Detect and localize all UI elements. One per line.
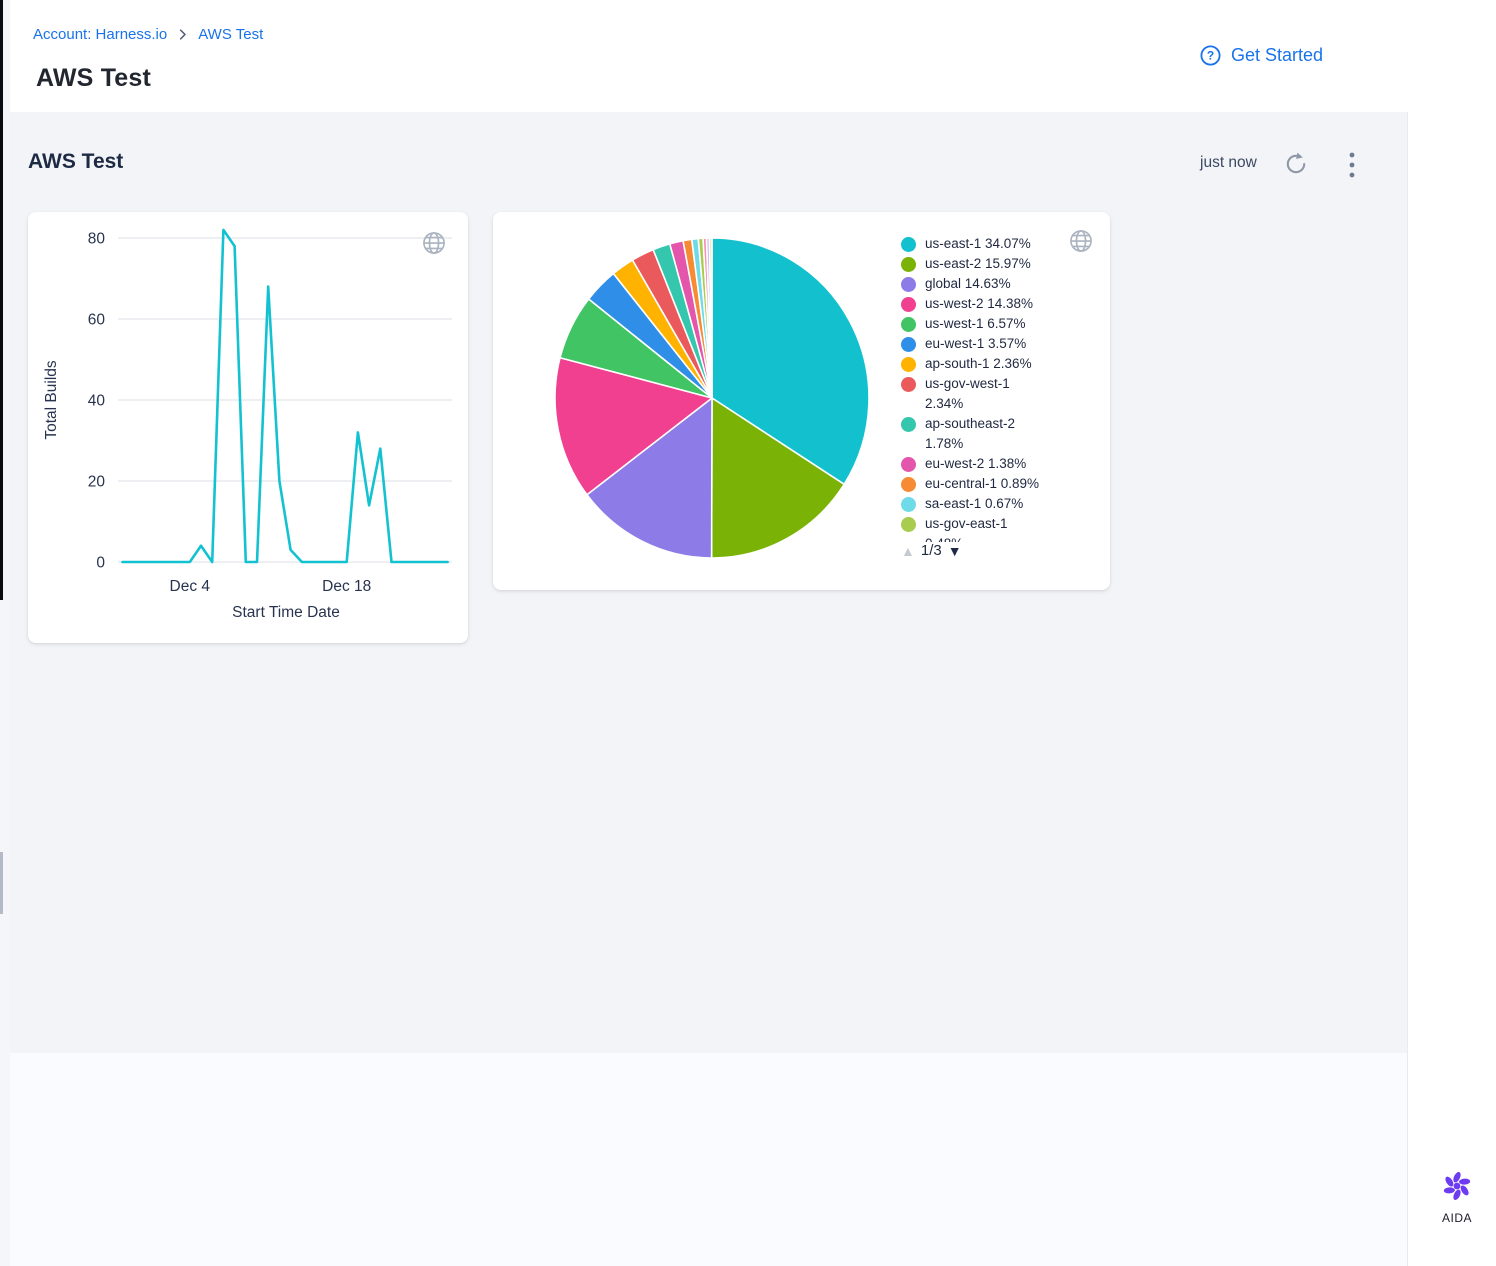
total-builds-tile: 0 20 40 60 80 Dec 4 Dec 18 Start Time Date Total… xyxy=(28,212,468,643)
last-refreshed-label: just now xyxy=(1200,154,1257,171)
legend-label: us-west-1 6.57% xyxy=(925,316,1026,331)
legend-dot-icon xyxy=(901,477,916,492)
legend-label: eu-central-1 0.89% xyxy=(925,476,1040,491)
legend-dot-icon xyxy=(901,337,916,352)
legend-item[interactable]: eu-west-1 3.57% xyxy=(901,334,1093,354)
dashboard-title: AWS Test xyxy=(28,150,124,173)
builds-line-chart[interactable]: 0 20 40 60 80 Dec 4 Dec 18 Start Time Date Total… xyxy=(28,212,468,643)
left-nav-edge xyxy=(0,0,3,600)
legend-dot-icon xyxy=(901,357,916,372)
kebab-menu-icon[interactable] xyxy=(1343,151,1361,179)
legend-label: sa-east-1 0.67% xyxy=(925,496,1024,511)
left-edge-strip xyxy=(0,0,10,1266)
svg-text:80: 80 xyxy=(88,231,106,248)
svg-text:Dec 18: Dec 18 xyxy=(322,578,371,595)
legend-dot-icon xyxy=(901,517,916,532)
aida-logo-icon[interactable] xyxy=(1441,1170,1473,1202)
breadcrumb: Account: Harness.io AWS Test xyxy=(33,26,263,43)
dashboard-footer-area xyxy=(0,1053,1408,1266)
legend-pagination: ▲ 1/3 ▼ xyxy=(901,542,962,559)
legend-label: global 14.63% xyxy=(925,276,1011,291)
legend-dot-icon xyxy=(901,377,916,392)
legend-item[interactable]: us-west-2 14.38% xyxy=(901,294,1093,314)
legend-dot-icon xyxy=(901,457,916,472)
legend-page-up-icon[interactable]: ▲ xyxy=(901,542,915,559)
legend-label: us-west-2 14.38% xyxy=(925,296,1034,311)
svg-text:Start Time Date: Start Time Date xyxy=(232,604,340,621)
legend-dot-icon xyxy=(901,257,916,272)
pie-legend: us-east-1 34.07% us-east-2 15.97% global 1… xyxy=(901,234,1093,542)
legend-item[interactable]: eu-central-1 0.89% xyxy=(901,474,1093,494)
aida-label: AIDA xyxy=(1441,1211,1472,1225)
get-started-button[interactable]: ? Get Started xyxy=(1199,44,1323,67)
regions-pie-tile: us-east-1 34.07% us-east-2 15.97% global 1… xyxy=(493,212,1110,590)
pie-slice[interactable] xyxy=(710,397,845,559)
legend-item[interactable]: global 14.63% xyxy=(901,274,1093,294)
legend-dot-icon xyxy=(901,497,916,512)
legend-label: ap-southeast-2 1.78% xyxy=(925,416,1016,451)
legend-item[interactable]: us-gov-west-1 2.34% xyxy=(901,374,1093,414)
legend-label: us-gov-west-1 2.34% xyxy=(925,376,1010,411)
legend-dot-icon xyxy=(901,277,916,292)
breadcrumb-chevron-icon xyxy=(175,27,190,42)
globe-icon xyxy=(1068,228,1094,254)
pie-slice[interactable] xyxy=(708,237,713,399)
pie-slice[interactable] xyxy=(586,397,713,559)
legend-item[interactable]: eu-west-2 1.38% xyxy=(901,454,1093,474)
legend-item[interactable]: sa-east-1 0.67% xyxy=(901,494,1093,514)
help-circle-icon: ? xyxy=(1199,44,1222,67)
svg-text:Dec 4: Dec 4 xyxy=(170,578,211,595)
legend-item[interactable]: us-east-1 34.07% xyxy=(901,234,1093,254)
svg-text:?: ? xyxy=(1207,49,1214,63)
content-right-border xyxy=(1407,110,1408,1266)
svg-text:Total Builds: Total Builds xyxy=(43,360,60,440)
svg-text:40: 40 xyxy=(88,393,106,410)
legend-item[interactable]: us-east-2 15.97% xyxy=(901,254,1093,274)
right-panel xyxy=(1408,0,1496,1266)
legend-item[interactable]: ap-south-1 2.36% xyxy=(901,354,1093,374)
breadcrumb-current-link[interactable]: AWS Test xyxy=(198,26,264,43)
legend-dot-icon xyxy=(901,237,916,252)
legend-dot-icon xyxy=(901,417,916,432)
regions-pie-chart[interactable] xyxy=(493,212,1110,590)
aida-widget: AIDA xyxy=(1426,1170,1488,1225)
svg-text:20: 20 xyxy=(88,474,106,491)
legend-item[interactable]: ap-southeast-2 1.78% xyxy=(901,414,1093,454)
legend-item[interactable]: us-west-1 6.57% xyxy=(901,314,1093,334)
legend-dot-icon xyxy=(901,297,916,312)
dashboard-actions: just now xyxy=(1195,150,1375,180)
globe-icon xyxy=(421,230,447,256)
left-scrollbar-thumb[interactable] xyxy=(0,852,3,914)
get-started-label: Get Started xyxy=(1231,45,1324,65)
svg-text:60: 60 xyxy=(88,312,106,329)
pie-slice[interactable] xyxy=(554,356,713,496)
legend-page-label: 1/3 xyxy=(920,542,942,559)
breadcrumb-account-link[interactable]: Account: Harness.io xyxy=(33,26,168,43)
page-title: AWS Test xyxy=(36,64,152,92)
legend-item[interactable]: us-gov-east-10.48% xyxy=(901,514,1093,542)
svg-text:0: 0 xyxy=(96,555,105,572)
legend-label: eu-west-2 1.38% xyxy=(925,456,1027,471)
legend-page-down-icon[interactable]: ▼ xyxy=(947,542,962,559)
refresh-icon[interactable] xyxy=(1284,152,1308,176)
legend-label: eu-west-1 3.57% xyxy=(925,336,1027,351)
legend-dot-icon xyxy=(901,317,916,332)
page-header: Account: Harness.io AWS Test AWS Test ? … xyxy=(10,0,1408,112)
legend-label: us-east-2 15.97% xyxy=(925,256,1031,271)
legend-label: us-gov-east-10.48% xyxy=(925,516,1008,542)
legend-label: us-east-1 34.07% xyxy=(925,236,1031,251)
legend-label: ap-south-1 2.36% xyxy=(925,356,1032,371)
